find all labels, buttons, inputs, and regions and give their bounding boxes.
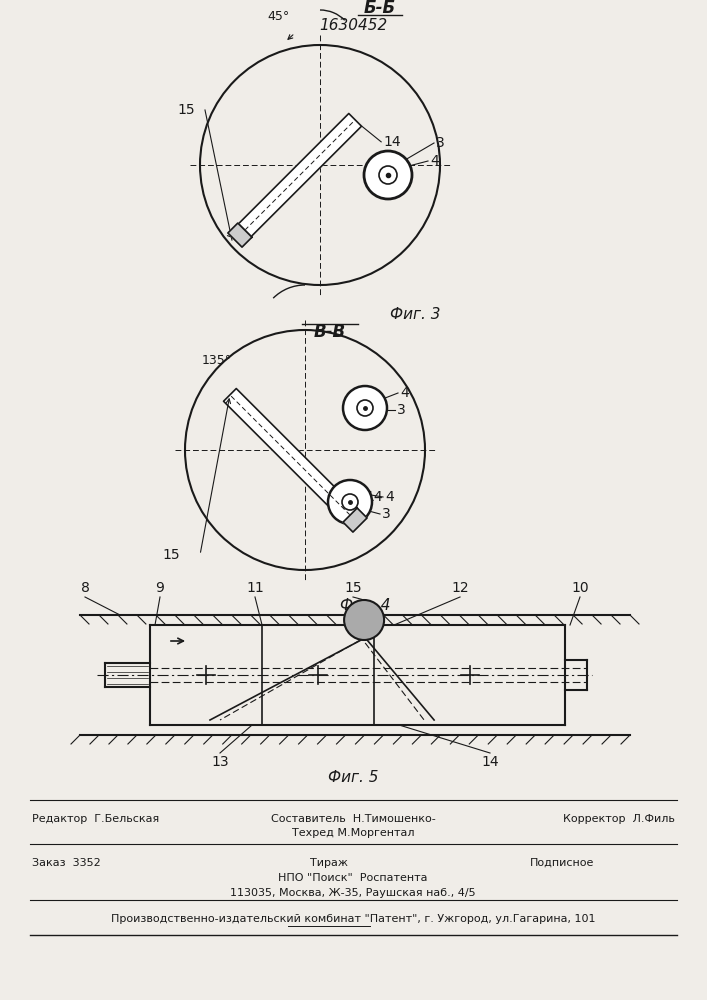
Circle shape (364, 151, 412, 199)
Text: Фиг. 4: Фиг. 4 (340, 598, 390, 613)
Text: Фиг. 3: Фиг. 3 (390, 307, 440, 322)
Text: 3: 3 (382, 507, 391, 521)
Text: НПО "Поиск"  Роспатента: НПО "Поиск" Роспатента (279, 873, 428, 883)
Text: 135°: 135° (202, 354, 232, 366)
Text: Заказ  3352: Заказ 3352 (32, 858, 101, 868)
Polygon shape (223, 389, 356, 521)
Text: Б-Б: Б-Б (364, 0, 396, 17)
Text: 113035, Москва, Ж-35, Раушская наб., 4/5: 113035, Москва, Ж-35, Раушская наб., 4/5 (230, 888, 476, 898)
Text: 14: 14 (365, 490, 382, 504)
Text: 10: 10 (571, 581, 589, 595)
Circle shape (344, 600, 384, 640)
Circle shape (328, 480, 372, 524)
Text: Подписное: Подписное (530, 858, 595, 868)
Text: 8: 8 (81, 581, 90, 595)
Text: 12: 12 (451, 581, 469, 595)
Text: В-В: В-В (314, 323, 346, 341)
Polygon shape (343, 508, 367, 532)
Text: 14: 14 (481, 755, 499, 769)
Polygon shape (228, 223, 252, 247)
Text: Корректор  Л.Филь: Корректор Л.Филь (563, 814, 675, 824)
Text: 1630452: 1630452 (319, 18, 387, 33)
Text: 14: 14 (383, 135, 401, 149)
Text: 3: 3 (397, 403, 406, 417)
Text: Тираж: Тираж (310, 858, 348, 868)
Text: 9: 9 (156, 581, 165, 595)
Text: 11: 11 (246, 581, 264, 595)
Text: 15: 15 (177, 103, 195, 117)
Text: Составитель  Н.Тимошенко-: Составитель Н.Тимошенко- (271, 814, 436, 824)
Text: 13: 13 (211, 755, 229, 769)
Text: 3: 3 (436, 136, 445, 150)
Text: 45°: 45° (267, 10, 289, 23)
Text: 4: 4 (430, 154, 439, 168)
Text: Техред М.Моргентал: Техред М.Моргентал (292, 828, 414, 838)
Text: Фиг. 5: Фиг. 5 (328, 770, 378, 785)
Text: 4: 4 (385, 490, 394, 504)
Circle shape (343, 386, 387, 430)
Text: 4: 4 (400, 386, 409, 400)
Text: Производственно-издательский комбинат "Патент", г. Ужгород, ул.Гагарина, 101: Производственно-издательский комбинат "П… (111, 914, 595, 924)
Text: Редактор  Г.Бельская: Редактор Г.Бельская (32, 814, 159, 824)
Text: 15: 15 (163, 548, 180, 562)
Text: 15: 15 (344, 581, 362, 595)
Polygon shape (238, 113, 361, 237)
